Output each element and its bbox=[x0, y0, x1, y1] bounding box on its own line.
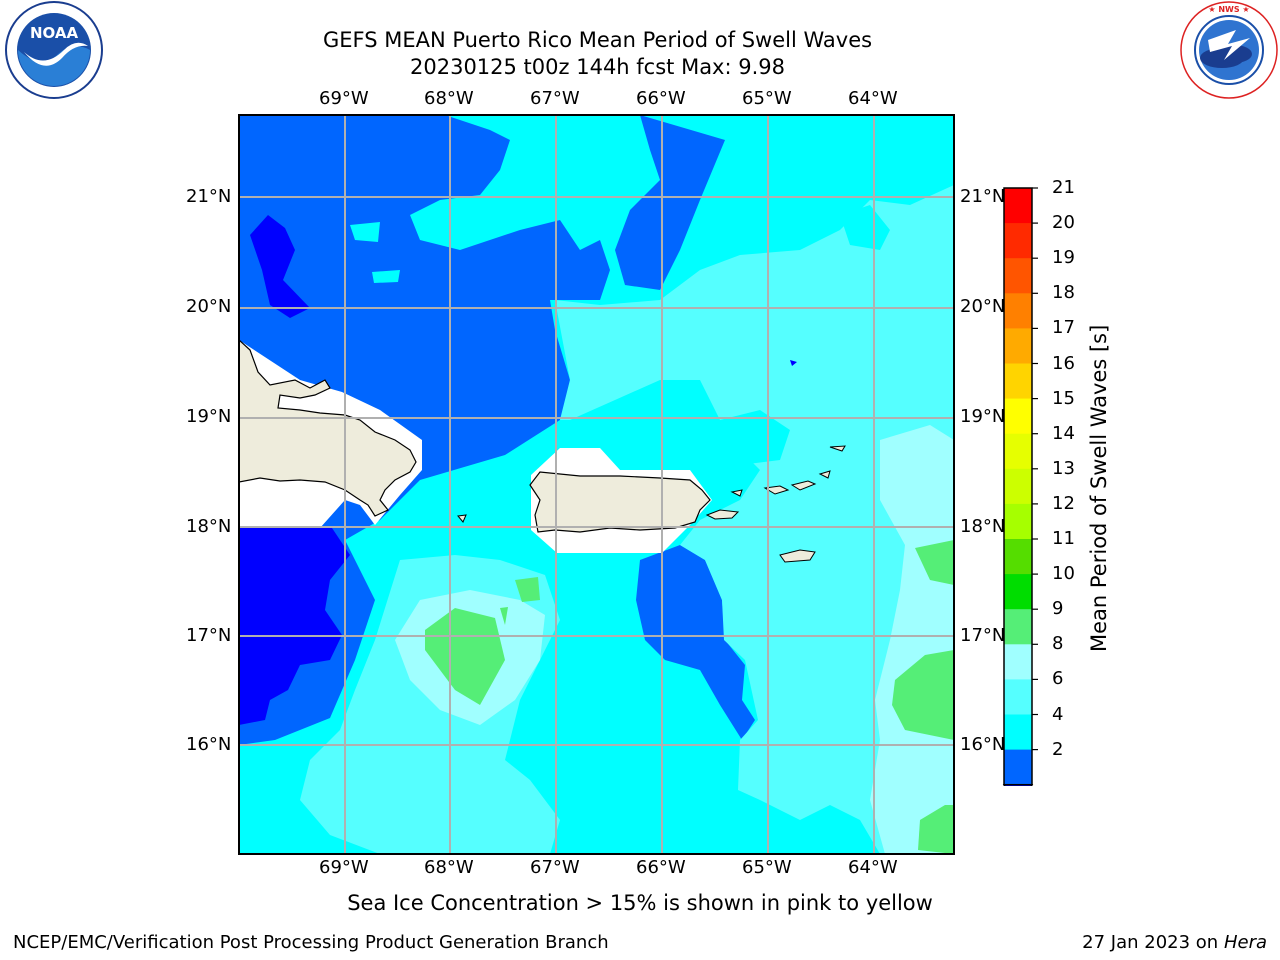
lat-label-left: 21°N bbox=[186, 186, 232, 207]
colorbar-tick-label: 20 bbox=[1052, 212, 1075, 234]
colorbar-tick-label: 9 bbox=[1052, 598, 1064, 620]
svg-text:★ NWS ★: ★ NWS ★ bbox=[1208, 5, 1249, 14]
colorbar-segment bbox=[1004, 609, 1032, 645]
colorbar-segment bbox=[1004, 679, 1032, 715]
lon-label-bottom: 65°W bbox=[742, 857, 792, 878]
lon-label-top: 68°W bbox=[424, 88, 474, 109]
swell-period-map bbox=[238, 114, 955, 855]
swell-region-9-10 bbox=[425, 608, 505, 705]
lon-label-bottom: 67°W bbox=[530, 857, 580, 878]
colorbar-label: Mean Period of Swell Waves [s] bbox=[1087, 324, 1111, 652]
swell-patch-4-6 bbox=[372, 270, 400, 283]
colorbar-segment bbox=[1004, 539, 1032, 575]
colorbar-segment bbox=[1004, 503, 1032, 540]
colorbar-segment bbox=[1004, 433, 1032, 470]
lon-label-top: 64°W bbox=[848, 88, 898, 109]
colorbar-tick-label: 21 bbox=[1052, 177, 1075, 198]
footer-machine: Hera bbox=[1223, 932, 1267, 953]
lon-label-top: 66°W bbox=[636, 88, 686, 109]
swell-region-6-8 bbox=[555, 185, 954, 854]
colorbar-segment bbox=[1004, 258, 1032, 294]
lon-label-bottom: 69°W bbox=[319, 857, 369, 878]
colorbar-tick-label: 19 bbox=[1052, 247, 1075, 269]
colorbar-segment bbox=[1004, 363, 1032, 400]
colorbar-tick-label: 2 bbox=[1052, 738, 1064, 760]
swell-patch-9-10 bbox=[915, 540, 954, 585]
sea-ice-caption: Sea Ice Concentration > 15% is shown in … bbox=[347, 891, 933, 915]
lon-label-bottom: 68°W bbox=[424, 857, 474, 878]
lat-label-right: 21°N bbox=[960, 186, 1006, 207]
colorbar-tick-label: 16 bbox=[1052, 352, 1075, 374]
land-puerto-rico bbox=[529, 471, 711, 533]
colorbar bbox=[1000, 186, 1048, 815]
colorbar-tick-label: 18 bbox=[1052, 282, 1075, 304]
footer-branch: NCEP/EMC/Verification Post Processing Pr… bbox=[13, 932, 609, 953]
colorbar-ticks: 21 20 19 18 17 16 15 14 13 12 11 10 9 8 6 4 2 bbox=[1052, 0, 1092, 960]
footer-date-text: 27 Jan 2023 on bbox=[1082, 932, 1224, 953]
swell-patch-9-10 bbox=[515, 577, 540, 602]
swell-patch-4-6 bbox=[350, 222, 380, 242]
colorbar-tick-label: 4 bbox=[1052, 703, 1064, 725]
colorbar-graphic bbox=[1002, 187, 1038, 815]
colorbar-tick-label: 13 bbox=[1052, 457, 1075, 479]
colorbar-tick-label: 10 bbox=[1052, 563, 1075, 585]
colorbar-segment bbox=[1004, 328, 1032, 364]
lat-label-left: 16°N bbox=[186, 734, 232, 755]
chart-title: GEFS MEAN Puerto Rico Mean Period of Swe… bbox=[322, 28, 873, 52]
noaa-logo: NOAA bbox=[4, 0, 104, 100]
colorbar-tick-label: 15 bbox=[1052, 387, 1075, 409]
lat-label-left: 18°N bbox=[186, 516, 232, 537]
lat-label-right: 16°N bbox=[960, 734, 1006, 755]
lat-label-right: 18°N bbox=[960, 516, 1006, 537]
lon-label-top: 69°W bbox=[319, 88, 369, 109]
lat-label-right: 17°N bbox=[960, 625, 1006, 646]
colorbar-tick-label: 8 bbox=[1052, 633, 1064, 655]
svg-text:NOAA: NOAA bbox=[30, 24, 79, 42]
lat-label-right: 20°N bbox=[960, 296, 1006, 317]
graticule bbox=[239, 115, 954, 854]
colorbar-segment bbox=[1004, 574, 1032, 610]
footer-date: 27 Jan 2023 on Hera bbox=[1082, 932, 1267, 953]
colorbar-segment bbox=[1004, 644, 1032, 680]
map-panel bbox=[238, 114, 955, 855]
lon-label-top: 65°W bbox=[742, 88, 792, 109]
colorbar-tick-label: 14 bbox=[1052, 422, 1075, 444]
swell-patch-9-10 bbox=[500, 607, 508, 625]
colorbar-segment bbox=[1004, 188, 1032, 224]
swell-region-under-2-north bbox=[250, 215, 310, 318]
swell-region-8-9-east bbox=[870, 425, 954, 854]
lat-label-right: 19°N bbox=[960, 406, 1006, 427]
colorbar-segment bbox=[1004, 293, 1032, 329]
swell-patch-4-6 bbox=[840, 205, 890, 250]
swell-patch-9-10 bbox=[892, 650, 954, 740]
colorbar-tick-label: 6 bbox=[1052, 668, 1064, 690]
swell-region-2-4-east bbox=[615, 115, 725, 290]
lon-label-bottom: 66°W bbox=[636, 857, 686, 878]
land-hispaniola bbox=[239, 339, 417, 517]
swell-patch-under-2 bbox=[790, 360, 797, 366]
colorbar-segment bbox=[1004, 468, 1032, 505]
swell-region-under-2 bbox=[239, 528, 350, 725]
lat-label-left: 19°N bbox=[186, 406, 232, 427]
swell-region-2-4-south bbox=[636, 545, 755, 740]
swell-patch-4-6 bbox=[715, 410, 790, 465]
colorbar-tick-label: 11 bbox=[1052, 528, 1075, 549]
nws-logo: ★ NWS ★ bbox=[1178, 0, 1280, 100]
colorbar-segment bbox=[1004, 223, 1032, 259]
chart-subtitle: 20230125 t00z 144h fcst Max: 9.98 bbox=[410, 55, 785, 79]
lon-label-bottom: 64°W bbox=[848, 857, 898, 878]
swell-patch-9-10 bbox=[918, 805, 954, 854]
lat-label-left: 17°N bbox=[186, 625, 232, 646]
colorbar-tick-label: 12 bbox=[1052, 492, 1075, 514]
colorbar-frame bbox=[1003, 187, 1033, 786]
colorbar-segment bbox=[1004, 714, 1032, 751]
land-virgin-islands bbox=[457, 445, 846, 563]
colorbar-segment bbox=[1004, 398, 1032, 435]
map-frame bbox=[238, 114, 955, 855]
lat-label-left: 20°N bbox=[186, 296, 232, 317]
colorbar-segment bbox=[1004, 749, 1032, 786]
lon-label-top: 67°W bbox=[530, 88, 580, 109]
colorbar-tick-label: 17 bbox=[1052, 317, 1075, 339]
